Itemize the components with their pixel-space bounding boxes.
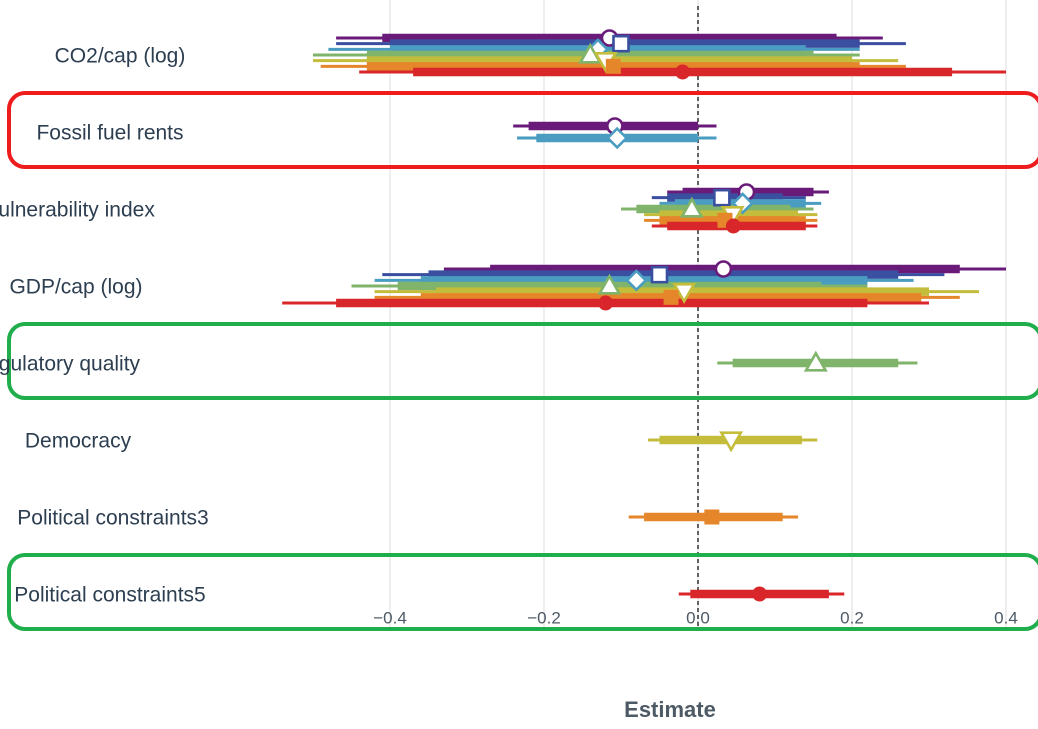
x-axis-title: Estimate: [624, 697, 716, 722]
term-label: Regulatory quality: [0, 353, 141, 376]
x-tick-label: 0.2: [840, 608, 864, 627]
term-label: Fossil fuel rents: [36, 122, 183, 145]
term-label: GDP/cap (log): [9, 276, 142, 299]
marker-layer: [578, 29, 828, 602]
point-estimate-marker: [803, 350, 828, 372]
x-tick-label: −0.4: [373, 608, 407, 627]
highlight-box-green: [7, 322, 1038, 400]
point-estimate-marker: [672, 283, 697, 305]
point-estimate-marker: [605, 58, 621, 74]
x-tick-label: −0.2: [527, 608, 561, 627]
term-label-layer: CO2/cap (log) Fossil fuel rents Vulnerabil…: [0, 45, 209, 607]
point-estimate-marker: [713, 188, 731, 207]
term-label: Political constraints5: [14, 584, 205, 607]
point-estimate-marker: [719, 431, 744, 453]
term-label: Vulnerability index: [0, 199, 155, 222]
point-estimate-marker: [605, 126, 629, 150]
term-label: Democracy: [25, 430, 132, 453]
x-tick-label: 0.4: [994, 608, 1018, 627]
point-estimate-marker: [625, 269, 648, 292]
term-label: CO2/cap (log): [55, 45, 186, 68]
point-estimate-marker: [679, 196, 704, 218]
point-estimate-marker: [650, 265, 669, 284]
point-estimate-marker: [704, 509, 720, 525]
point-estimate-marker: [752, 586, 768, 602]
point-estimate-marker: [725, 218, 741, 234]
point-estimate-marker: [598, 295, 614, 311]
point-estimate-marker: [714, 260, 733, 278]
term-label: Political constraints3: [17, 507, 208, 530]
point-estimate-marker: [663, 289, 679, 305]
point-estimate-marker: [612, 34, 630, 53]
point-estimate-marker: [597, 273, 622, 295]
interval-layer: [282, 33, 1006, 599]
x-tick-layer: −0.4 −0.2 0.0 0.2 0.4: [373, 608, 1018, 627]
point-estimate-marker: [675, 64, 691, 80]
highlight-box-green: [7, 553, 1038, 631]
highlight-box-red: [7, 91, 1038, 169]
highlight-layer: [7, 91, 1038, 631]
x-tick-label: 0.0: [686, 608, 710, 627]
